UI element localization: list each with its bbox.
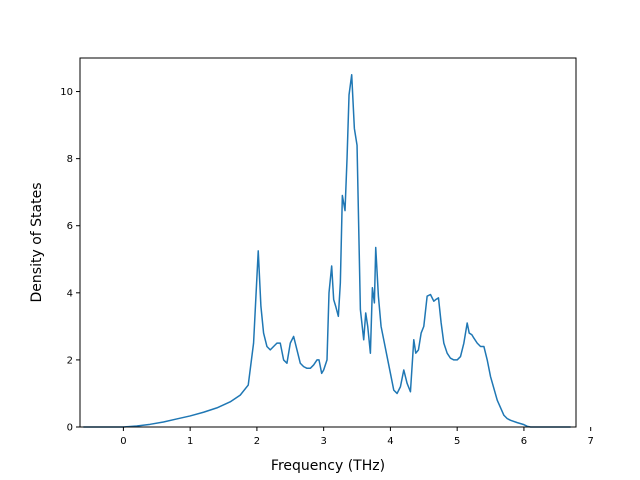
x-tick-label: 4 bbox=[387, 436, 393, 447]
y-tick-label: 4 bbox=[67, 288, 73, 299]
plot-area bbox=[79, 57, 577, 428]
x-tick-label: 6 bbox=[521, 436, 527, 447]
x-axis-ticks: 0 1 2 3 4 5 6 7 bbox=[120, 427, 594, 447]
x-tick-label: 2 bbox=[254, 436, 260, 447]
x-tick-label: 3 bbox=[320, 436, 326, 447]
x-tick-label: 7 bbox=[587, 436, 593, 447]
y-axis-ticks: 0 2 4 6 8 10 bbox=[60, 87, 80, 434]
y-tick-label: 0 bbox=[67, 423, 73, 434]
x-tick-label: 5 bbox=[454, 436, 460, 447]
dos-series-line bbox=[83, 74, 571, 428]
y-axis-title: Density of States bbox=[29, 183, 45, 303]
y-tick-label: 2 bbox=[67, 355, 73, 366]
axes-frame bbox=[79, 57, 577, 428]
x-axis-title: Frequency (THz) bbox=[271, 458, 385, 474]
y-tick-label: 6 bbox=[67, 221, 73, 232]
y-tick-label: 10 bbox=[60, 87, 73, 98]
x-tick-label: 1 bbox=[187, 436, 193, 447]
y-tick-label: 8 bbox=[67, 154, 73, 165]
x-tick-label: 0 bbox=[120, 436, 126, 447]
